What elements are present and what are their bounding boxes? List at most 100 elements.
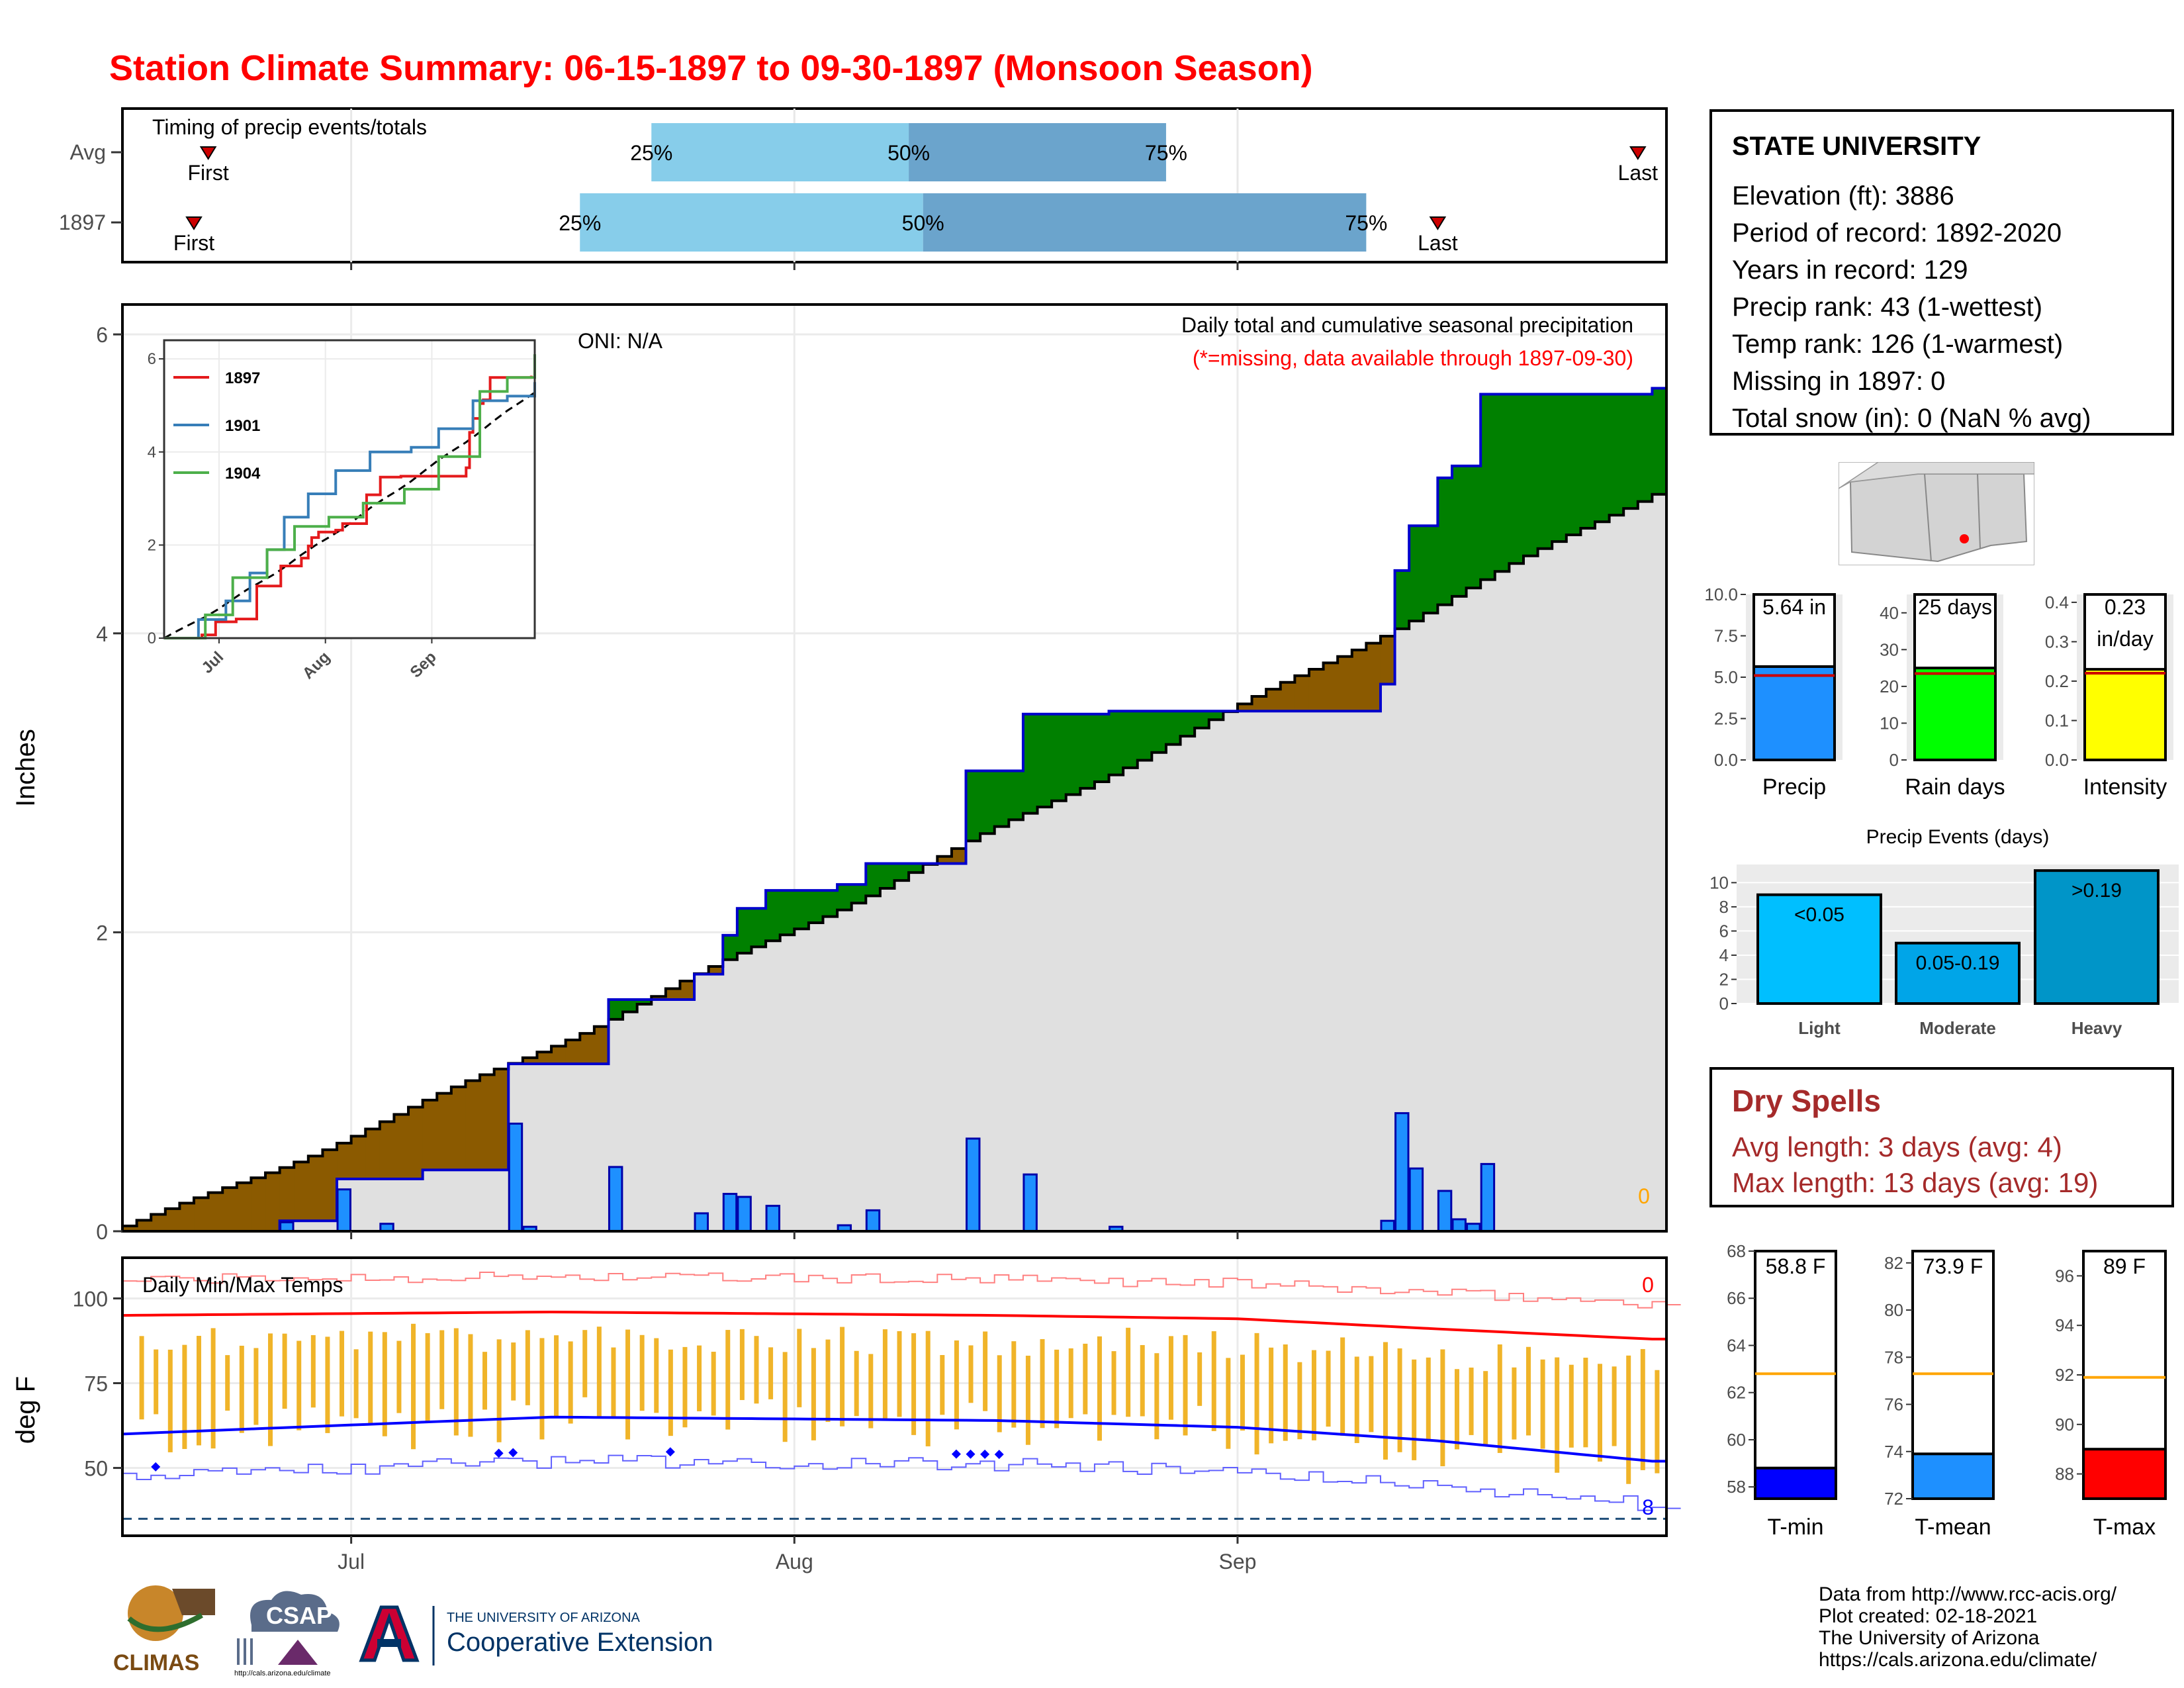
precip-anomaly-fill xyxy=(251,1178,266,1231)
precip-avg-fill xyxy=(1637,501,1653,1231)
dry-spells-title: Dry Spells xyxy=(1732,1084,1881,1118)
ua-logo[interactable]: THE UNIVERSITY OF ARIZONA Cooperative Ex… xyxy=(357,1602,754,1675)
temp-gauge-value-label: 73.9 F xyxy=(1923,1254,1983,1278)
timing-last-label: Last xyxy=(1618,161,1659,185)
oni-label: ONI: N/A xyxy=(578,329,663,353)
precip-avg-fill xyxy=(1165,744,1181,1231)
precip-anomaly-fill xyxy=(823,890,838,917)
gauge-bar xyxy=(2083,668,2167,761)
precip-anomaly-fill xyxy=(1652,388,1667,494)
temp-daily-bar xyxy=(525,1330,530,1405)
precip-anomaly-fill xyxy=(1437,477,1453,605)
precip-avg-fill xyxy=(1409,621,1424,1231)
precip-anomaly-fill xyxy=(1094,714,1110,782)
temp-daily-bar xyxy=(711,1352,716,1416)
gauge-tick-label: 0.2 xyxy=(2045,671,2069,691)
temp-gauge-bar xyxy=(2082,1448,2167,1501)
temp-daily-bar xyxy=(797,1329,802,1407)
temp-max-count: 0 xyxy=(1642,1273,1654,1297)
precip-anomaly-fill xyxy=(880,863,895,888)
gauge-tick-label: 5.0 xyxy=(1714,667,1738,687)
timing-row-label: 1897 xyxy=(59,211,106,234)
temp-daily-bar xyxy=(1426,1357,1431,1440)
precip-anomaly-fill xyxy=(1637,394,1653,502)
precip-anomaly-fill xyxy=(1451,465,1467,596)
temp-record-low-marker xyxy=(951,1449,961,1459)
precip-avg-fill xyxy=(1066,794,1081,1231)
temp-daily-bar xyxy=(225,1355,230,1411)
csap-logo-url: http://cals.arizona.edu/climate xyxy=(234,1669,331,1677)
csap-logo[interactable]: CSAP http://cals.arizona.edu/climate xyxy=(232,1585,351,1678)
temp-gauge-bar xyxy=(1911,1452,1995,1501)
precip-avg-fill xyxy=(1380,684,1396,1231)
temp-gauge-bar xyxy=(1754,1466,1837,1501)
precip-anomaly-fill xyxy=(994,771,1009,827)
precip-avg-fill xyxy=(394,1178,409,1231)
temp-daily-bar xyxy=(1612,1366,1617,1446)
temp-daily-bar xyxy=(1354,1356,1359,1443)
precip-anomaly-fill xyxy=(1308,669,1324,712)
temp-daily-bar xyxy=(1311,1350,1316,1440)
temp-daily-bar xyxy=(1626,1355,1631,1484)
temp-daily-bar xyxy=(1525,1346,1531,1436)
precip-daily-bar xyxy=(1451,1218,1467,1233)
temp-daily-bar xyxy=(768,1347,774,1399)
precip-avg-fill xyxy=(1009,820,1024,1231)
precip-anomaly-fill xyxy=(894,863,909,881)
precip-anomaly-fill xyxy=(808,890,824,923)
precip-avg-fill xyxy=(565,1064,580,1231)
temp-daily-bar xyxy=(482,1352,488,1410)
temp-daily-bar xyxy=(1297,1362,1302,1440)
temp-daily-bar xyxy=(1025,1356,1030,1445)
precip-anomaly-fill xyxy=(1580,394,1596,529)
precip-anomaly-fill xyxy=(637,1000,652,1005)
inset-y-tick-label: 6 xyxy=(148,350,156,368)
precip-avg-fill xyxy=(665,1000,681,1231)
precip-anomaly-fill xyxy=(151,1214,166,1231)
temp-record-low-marker xyxy=(494,1448,504,1458)
timing-first-marker xyxy=(185,216,203,230)
temp-daily-bar xyxy=(596,1327,602,1417)
precip-anomaly-fill xyxy=(1080,714,1095,788)
temp-daily-bar xyxy=(1197,1352,1203,1406)
precip-avg-fill xyxy=(1594,522,1610,1231)
temp-daily-bar xyxy=(1512,1367,1517,1440)
precip-anomaly-fill xyxy=(708,966,723,974)
precip-avg-fill xyxy=(780,935,795,1231)
temp-daily-bar xyxy=(968,1345,974,1403)
precip-avg-fill xyxy=(1223,712,1238,1231)
precip-avg-fill xyxy=(708,974,723,1231)
climas-logo[interactable]: CLIMAS xyxy=(109,1579,222,1678)
temp-gauge-value-label: 58.8 F xyxy=(1766,1254,1826,1278)
precip-anomaly-fill xyxy=(408,1107,424,1179)
temp-daily-bar xyxy=(654,1338,659,1413)
precip-avg-fill xyxy=(451,1170,467,1231)
precip-daily-bar xyxy=(1480,1162,1496,1233)
precip-anomaly-fill xyxy=(222,1188,238,1231)
precip-avg-fill xyxy=(866,896,881,1231)
precip-avg-fill xyxy=(1037,807,1052,1231)
precip-avg-fill xyxy=(1509,563,1524,1231)
temp-daily-bar xyxy=(1168,1336,1173,1420)
precip-anomaly-fill xyxy=(723,935,738,960)
gauge-value-label: 25 days xyxy=(1918,595,1992,619)
precip-y-tick-label: 2 xyxy=(96,921,108,945)
temp-record-low-marker xyxy=(980,1449,990,1459)
precip-anomaly-fill xyxy=(1066,714,1081,795)
gauge-bar xyxy=(1913,667,1997,761)
precip-avg-fill xyxy=(437,1170,452,1231)
temp-daily-bar xyxy=(954,1340,959,1430)
temp-daily-bar xyxy=(1126,1327,1131,1417)
station-snow: Total snow (in): 0 (NaN % avg) xyxy=(1732,404,2091,433)
precip-anomaly-fill xyxy=(1323,663,1338,712)
temp-daily-bar xyxy=(1211,1331,1216,1431)
events-bar xyxy=(2034,869,2160,1005)
precip-anomaly-fill xyxy=(680,981,695,1000)
precip-anomaly-fill xyxy=(766,890,781,941)
precip-avg-fill xyxy=(351,1178,366,1231)
temp-plot-bg xyxy=(122,1258,1666,1536)
timing-p50-label: 50% xyxy=(902,211,944,235)
precip-anomaly-fill xyxy=(136,1220,152,1231)
precip-anomaly-fill xyxy=(1295,675,1310,712)
temp-daily-bar xyxy=(296,1340,302,1430)
